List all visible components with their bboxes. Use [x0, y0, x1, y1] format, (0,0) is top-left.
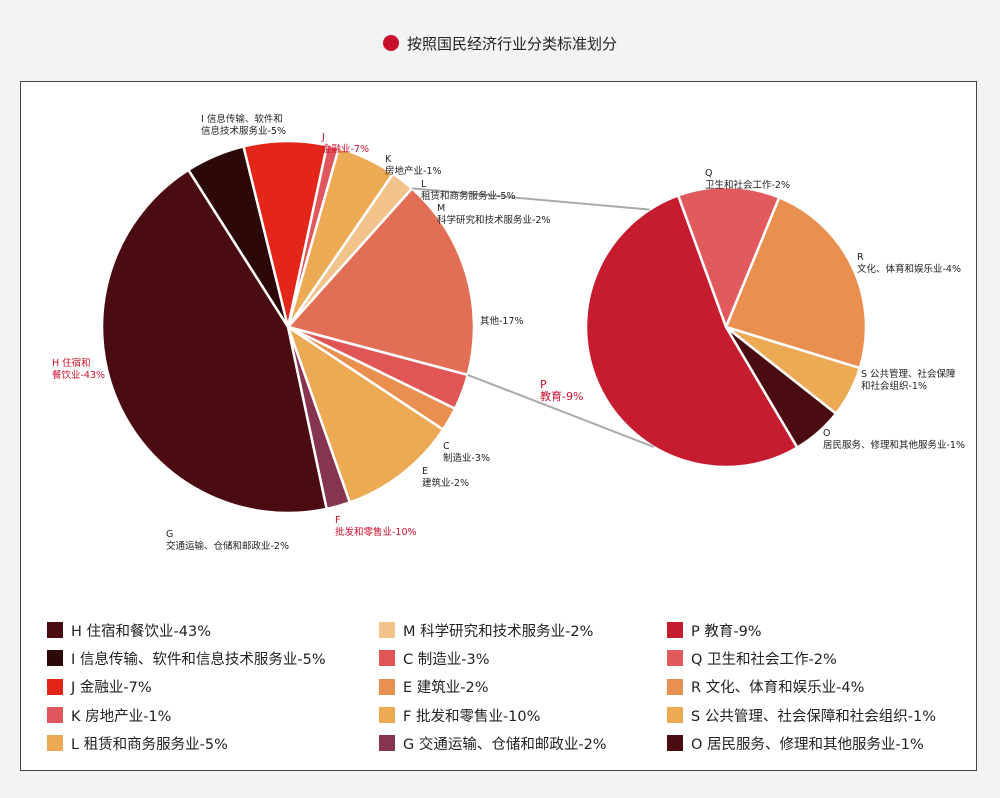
legend-swatch	[47, 735, 63, 752]
legend-swatch	[47, 622, 63, 639]
main-pie-slice-h	[100, 168, 329, 515]
main-pie-label-k: K 房地产业-1%	[385, 154, 442, 177]
main-pie-label-c: C 制造业-3%	[443, 441, 490, 464]
legend-swatch	[667, 650, 683, 667]
legend-swatch	[379, 707, 395, 724]
legend-label: P 教育-9%	[691, 623, 762, 640]
legend-item: C 制造业-3%	[379, 644, 607, 672]
main-pie-label-m: M 科学研究和技术服务业-2%	[437, 203, 551, 226]
connector-line-bottom	[467, 373, 655, 448]
legend-label: C 制造业-3%	[403, 651, 490, 668]
legend-swatch	[667, 678, 683, 695]
legend-swatch	[47, 650, 63, 667]
title-bullet-icon	[382, 35, 399, 51]
legend-swatch	[667, 707, 683, 724]
legend-label: Q 卫生和社会工作-2%	[691, 651, 837, 668]
legend-item: I 信息传输、软件和信息技术服务业-5%	[47, 644, 326, 672]
legend-label: G 交通运输、仓储和邮政业-2%	[403, 736, 607, 753]
legend-label: E 建筑业-2%	[403, 680, 489, 697]
legend-column-3: P 教育-9% Q 卫生和社会工作-2% R 文化、体育和娱乐业-4% S 公共管理、…	[667, 616, 936, 757]
main-pie-label-g: G 交通运输、仓储和邮政业-2%	[166, 529, 289, 552]
legend-item: O 居民服务、修理和其他服务业-1%	[667, 729, 936, 757]
chart-title: 按照国民经济行业分类标准划分	[406, 35, 617, 53]
legend-swatch	[379, 735, 395, 752]
connector-line-top	[411, 187, 650, 211]
legend-item: J 金融业-7%	[47, 673, 326, 701]
chart-legend: H 住宿和餐饮业-43% I 信息传输、软件和信息技术服务业-5% J 金融业-7%…	[47, 616, 977, 756]
legend-swatch	[47, 707, 63, 724]
legend-item: F 批发和零售业-10%	[379, 701, 607, 729]
secondary-pie-label-o: O 居民服务、修理和其他服务业-1%	[823, 428, 965, 451]
legend-label: S 公共管理、社会保障和社会组织-1%	[691, 708, 937, 725]
legend-column-2: M 科学研究和技术服务业-2% C 制造业-3% E 建筑业-2% F 批发和零售业-…	[379, 616, 607, 757]
main-pie-label-i: I 信息传输、软件和信息技术服务业-5%	[201, 113, 286, 137]
legend-label: O 居民服务、修理和其他服务业-1%	[691, 736, 924, 753]
legend-item: K 房地产业-1%	[47, 701, 326, 729]
main-pie-label-h: H 住宿和餐饮业-43%	[52, 357, 105, 381]
legend-item: S 公共管理、社会保障和社会组织-1%	[667, 701, 936, 729]
legend-item: P 教育-9%	[667, 616, 936, 644]
legend-swatch	[379, 650, 395, 667]
legend-label: F 批发和零售业-10%	[403, 708, 541, 725]
secondary-pie-label-p: P 教育-9%	[540, 378, 583, 403]
legend-swatch	[667, 735, 683, 752]
legend-swatch	[667, 622, 683, 639]
legend-label: J 金融业-7%	[71, 680, 152, 697]
legend-item: R 文化、体育和娱乐业-4%	[667, 673, 936, 701]
chart-title-row: 按照国民经济行业分类标准划分	[0, 33, 1000, 54]
legend-item: H 住宿和餐饮业-43%	[47, 616, 326, 644]
legend-label: I 信息传输、软件和信息技术服务业-5%	[71, 651, 326, 668]
legend-label: L 租赁和商务服务业-5%	[71, 736, 228, 753]
main-pie-slice-other	[285, 186, 476, 377]
legend-item: M 科学研究和技术服务业-2%	[379, 616, 607, 644]
legend-item: G 交通运输、仓储和邮政业-2%	[379, 729, 607, 757]
secondary-pie-slice-r	[724, 195, 868, 370]
main-pie-label-j: J 金融业-7%	[321, 132, 369, 155]
main-pie-label-l: L 租赁和商务服务业-5%	[421, 179, 516, 202]
main-pie-label-e: E 建筑业-2%	[422, 466, 469, 489]
legend-label: K 房地产业-1%	[71, 708, 172, 725]
secondary-pie-label-s: S 公共管理、社会保障和社会组织-1%	[861, 368, 956, 392]
legend-swatch	[47, 678, 63, 695]
legend-swatch	[379, 622, 395, 639]
legend-label: H 住宿和餐饮业-43%	[71, 623, 211, 640]
legend-column-1: H 住宿和餐饮业-43% I 信息传输、软件和信息技术服务业-5% J 金融业-7%…	[47, 616, 326, 757]
legend-item: Q 卫生和社会工作-2%	[667, 644, 936, 672]
main-pie-slice-f	[285, 323, 445, 505]
secondary-pie-slice-q	[676, 185, 781, 331]
legend-item: L 租赁和商务服务业-5%	[47, 729, 326, 757]
legend-swatch	[379, 678, 395, 695]
legend-label: M 科学研究和技术服务业-2%	[403, 623, 594, 640]
legend-label: R 文化、体育和娱乐业-4%	[691, 680, 865, 697]
secondary-pie-slice-p	[584, 193, 799, 469]
secondary-pie-label-r: R 文化、体育和娱乐业-4%	[857, 252, 961, 275]
secondary-pie-label-q: Q 卫生和社会工作-2%	[705, 168, 790, 191]
main-pie-label-other: 其他-17%	[480, 315, 524, 327]
legend-item: E 建筑业-2%	[379, 673, 607, 701]
main-pie-label-f: F 批发和零售业-10%	[335, 515, 417, 538]
